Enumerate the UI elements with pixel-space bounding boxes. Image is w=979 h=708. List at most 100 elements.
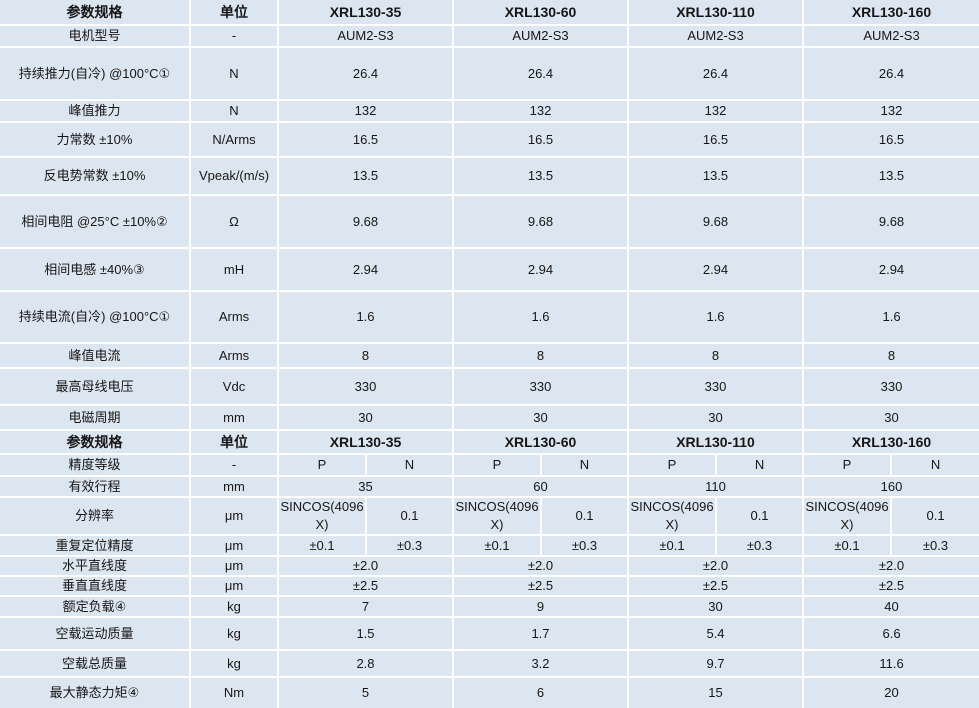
spec-row: 电机型号 - AUM2-S3 AUM2-S3 AUM2-S3 AUM2-S3: [0, 24, 979, 48]
spec-value: 1.6: [802, 290, 979, 344]
spec-value: 1.6: [452, 290, 629, 344]
spec-value: 40: [802, 595, 979, 618]
grade-label-n: N: [540, 453, 629, 477]
spec-value-n: 0.1: [714, 496, 805, 536]
spec-value: 13.5: [802, 156, 979, 196]
spec-value-p: ±0.1: [277, 534, 367, 557]
param-name: 空载总质量: [0, 649, 191, 678]
unit-value: Vdc: [189, 367, 279, 406]
unit-value: N: [189, 99, 279, 123]
spec-value-p: SINCOS(4096X): [627, 496, 717, 536]
spec-value: 16.5: [277, 121, 454, 158]
header-unit-label: 单位: [189, 429, 279, 455]
spec-value: 26.4: [626, 46, 805, 101]
spec-value-n: ±0.3: [714, 534, 805, 557]
grade-label-p: P: [277, 453, 367, 477]
unit-value: -: [189, 24, 279, 48]
spec-value-n: ±0.3: [365, 534, 454, 557]
spec-value: 9.68: [802, 194, 979, 249]
header-model-label: XRL130-60: [452, 0, 629, 26]
spec-row: 力常数 ±10% N/Arms 16.5 16.5 16.5 16.5: [0, 121, 979, 158]
spec-value: 330: [626, 367, 805, 406]
spec-value-p: ±0.1: [452, 534, 542, 557]
header-model-label: XRL130-160: [802, 429, 979, 455]
spec-value: AUM2-S3: [277, 24, 454, 48]
spec-value: ±2.5: [626, 575, 805, 597]
spec-value: 26.4: [277, 46, 454, 101]
spec-value: 330: [452, 367, 629, 406]
header-model-label: XRL130-160: [802, 0, 979, 26]
spec-value: 6.6: [802, 616, 979, 651]
unit-value: μm: [189, 534, 279, 557]
spec-value-p: SINCOS(4096X): [452, 496, 542, 536]
spec-row: 分辨率 μm SINCOS(4096X) 0.1 SINCOS(4096X) 0…: [0, 496, 979, 536]
spec-value: 30: [802, 404, 979, 431]
header-model-label: XRL130-110: [626, 429, 805, 455]
spec-value: 16.5: [626, 121, 805, 158]
spec-row: 最大静态力矩④ Nm 5 6 15 20: [0, 676, 979, 708]
param-name: 峰值推力: [0, 99, 191, 123]
grade-label-n: N: [890, 453, 979, 477]
spec-value: 13.5: [277, 156, 454, 196]
param-name: 力常数 ±10%: [0, 121, 191, 158]
param-name: 水平直线度: [0, 555, 191, 577]
spec-value: 16.5: [802, 121, 979, 158]
spec-value: 20: [802, 676, 979, 708]
param-name: 持续推力(自冷) @100°C①: [0, 46, 191, 101]
spec-value: 9: [452, 595, 629, 618]
spec-value-n: ±0.3: [890, 534, 979, 557]
param-name: 重复定位精度: [0, 534, 191, 557]
spec-value: 8: [452, 342, 629, 369]
unit-value: Ω: [189, 194, 279, 249]
spec-row: 电磁周期 mm 30 30 30 30: [0, 404, 979, 431]
spec-value: 132: [626, 99, 805, 123]
spec-value: 1.6: [277, 290, 454, 344]
spec-value-p: SINCOS(4096X): [802, 496, 893, 536]
spec-value: 60: [452, 475, 629, 498]
spec-value: 330: [277, 367, 454, 406]
spec-value-n: ±0.3: [540, 534, 629, 557]
spec-value: 13.5: [452, 156, 629, 196]
spec-value: 7: [277, 595, 454, 618]
spec-value-p: ±0.1: [802, 534, 893, 557]
spec-value: 8: [626, 342, 805, 369]
spec-value: 110: [626, 475, 805, 498]
spec-row: 水平直线度 μm ±2.0 ±2.0 ±2.0 ±2.0: [0, 555, 979, 577]
spec-row: 相间电感 ±40%③ mH 2.94 2.94 2.94 2.94: [0, 247, 979, 292]
spec-value: ±2.5: [802, 575, 979, 597]
spec-value: 132: [452, 99, 629, 123]
unit-value: mm: [189, 404, 279, 431]
unit-value: kg: [189, 616, 279, 651]
unit-value: N/Arms: [189, 121, 279, 158]
spec-row: 峰值推力 N 132 132 132 132: [0, 99, 979, 123]
spec-row: 峰值电流 Arms 8 8 8 8: [0, 342, 979, 369]
unit-value: mH: [189, 247, 279, 292]
spec-value: AUM2-S3: [626, 24, 805, 48]
param-name: 最大静态力矩④: [0, 676, 191, 708]
spec-value: 1.7: [452, 616, 629, 651]
spec-value: 26.4: [452, 46, 629, 101]
spec-value: 15: [626, 676, 805, 708]
grade-label-p: P: [627, 453, 717, 477]
spec-value: 9.7: [626, 649, 805, 678]
unit-value: μm: [189, 575, 279, 597]
spec-value: 330: [802, 367, 979, 406]
param-name: 最高母线电压: [0, 367, 191, 406]
unit-value: μm: [189, 555, 279, 577]
spec-row: 额定负载④ kg 7 9 30 40: [0, 595, 979, 618]
spec-value: 8: [802, 342, 979, 369]
unit-value: Vpeak/(m/s): [189, 156, 279, 196]
spec-value: 9.68: [626, 194, 805, 249]
spec-value: 6: [452, 676, 629, 708]
param-name: 有效行程: [0, 475, 191, 498]
param-name: 额定负载④: [0, 595, 191, 618]
param-name: 峰值电流: [0, 342, 191, 369]
spec-value: 26.4: [802, 46, 979, 101]
spec-value: AUM2-S3: [802, 24, 979, 48]
spec-value: ±2.5: [277, 575, 454, 597]
param-name: 反电势常数 ±10%: [0, 156, 191, 196]
param-name: 相间电感 ±40%③: [0, 247, 191, 292]
spec-row: 相间电阻 @25°C ±10%② Ω 9.68 9.68 9.68 9.68: [0, 194, 979, 249]
header-model-label: XRL130-110: [626, 0, 805, 26]
spec-value-p: ±0.1: [627, 534, 717, 557]
